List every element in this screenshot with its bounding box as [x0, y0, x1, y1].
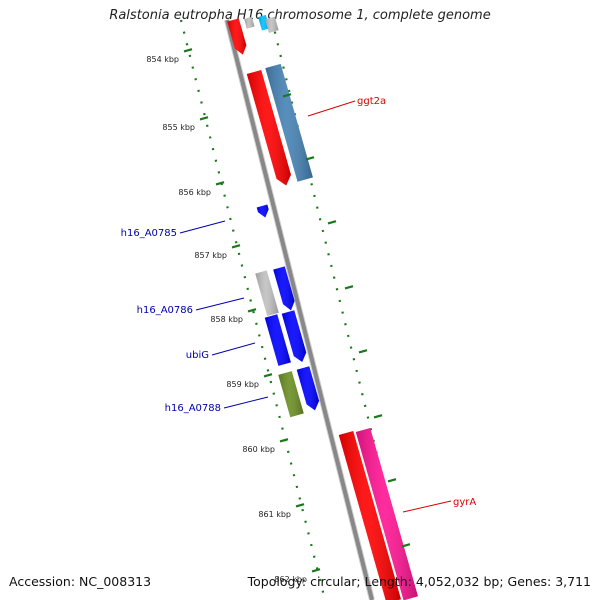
tick-label: 854 kbp: [146, 55, 179, 64]
gene-feature-small-blue-shade: [256, 204, 269, 218]
genome-backbone: [224, 19, 375, 600]
gene-feature-top-red-shade: [227, 18, 247, 55]
gene-feature-pink-gyra-shade: [355, 427, 418, 600]
ruler-tick-marks: [183, 48, 411, 573]
gene-label-leader: [179, 220, 226, 234]
backbone-line: [225, 19, 374, 600]
tick-label: 862 kbp: [274, 575, 307, 584]
gene-feature-top-gray-2-shade: [265, 16, 279, 33]
genome-title: Ralstonia eutropha H16 chromosome 1, com…: [109, 8, 491, 23]
tick-label: 860 kbp: [242, 445, 275, 454]
gene-feature-blue-ubig-2-shade: [281, 310, 307, 363]
tick-label: 861 kbp: [258, 510, 291, 519]
gene-feature-blue-a0788-shade: [296, 366, 320, 411]
gene-feature-red-shade: [338, 430, 401, 600]
tick-mark: [215, 181, 225, 186]
tick-mark: [231, 244, 241, 249]
outer-tick-mark: [401, 543, 411, 548]
gene-feature-steelblue-shade: [265, 63, 313, 182]
gene-label-leaders: [179, 100, 452, 513]
outer-tick-mark: [327, 220, 337, 225]
outer-tick-mark: [344, 285, 354, 290]
gene-label-leader: [195, 297, 245, 311]
gene-label-ubig: ubiG: [186, 350, 209, 361]
gene-label-leader: [402, 500, 452, 513]
gene-feature-gray-shade: [255, 270, 279, 316]
gene-label-ggt2a: ggt2a: [357, 96, 386, 107]
outer-tick-mark: [358, 349, 368, 354]
gene-feature-red-ggt2a-shade: [246, 69, 291, 186]
tick-mark: [263, 373, 273, 378]
tick-mark: [247, 308, 257, 313]
gene-labels: ggt2a h16_A0785 h16_A0786 ubiG h16_A0788 gyrA: [121, 96, 477, 508]
tick-label: 855 kbp: [162, 123, 195, 132]
outer-tick-mark: [305, 156, 315, 161]
gene-label-leader: [223, 396, 269, 409]
gene-label-h16_a0785: h16_A0785: [121, 228, 177, 239]
tick-label: 857 kbp: [194, 251, 227, 260]
gene-label-h16_a0788: h16_A0788: [165, 403, 221, 414]
tick-mark: [295, 503, 305, 508]
tick-label: 859 kbp: [226, 380, 259, 389]
tick-mark: [311, 568, 321, 573]
accession-text: Accession: NC_008313: [9, 574, 152, 589]
gene-label-gyra: gyrA: [453, 497, 476, 508]
ruler-tick-labels: 854 kbp 855 kbp 856 kbp 857 kbp 858 kbp 859 k…: [146, 55, 307, 584]
outer-tick-mark: [387, 478, 397, 483]
gene-feature-olive-shade: [278, 371, 304, 418]
tick-label: 858 kbp: [210, 315, 243, 324]
tick-label: 856 kbp: [178, 188, 211, 197]
gene-label-leader: [211, 342, 256, 356]
gene-feature-blue-a0786-shade: [273, 266, 295, 311]
gene-feature-top-cyan-shade: [258, 14, 270, 31]
tick-mark: [279, 438, 289, 443]
gene-label-leader: [307, 100, 356, 117]
tick-mark: [199, 116, 209, 121]
topology-summary-text: Topology: circular; Length: 4,052,032 bp…: [247, 574, 591, 589]
outer-tick-mark: [373, 414, 383, 419]
gene-feature-blue-ubig-shade: [264, 314, 291, 366]
tick-mark: [183, 48, 193, 53]
gene-features: [227, 14, 418, 600]
gene-label-h16_a0786: h16_A0786: [137, 305, 193, 316]
outer-tick-mark: [282, 93, 292, 98]
gene-feature-top-gray-shade: [244, 16, 255, 29]
